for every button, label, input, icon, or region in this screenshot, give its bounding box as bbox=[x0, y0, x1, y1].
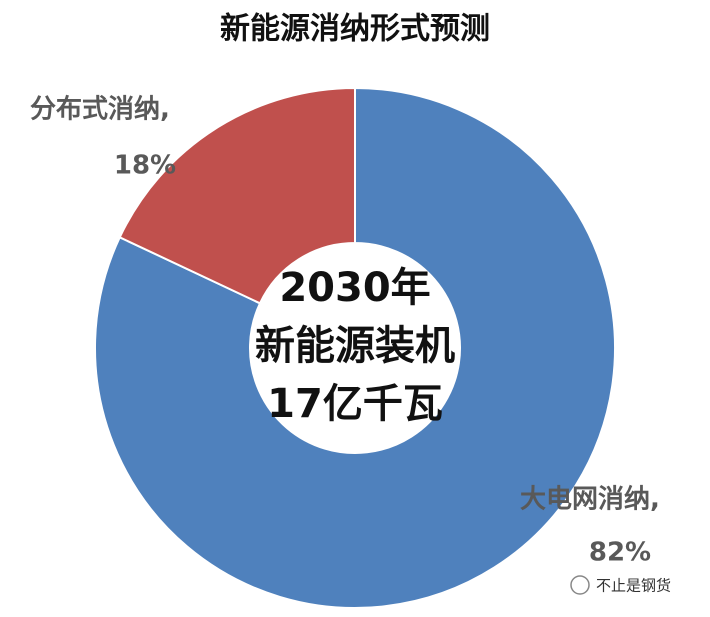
slice bbox=[118, 86, 356, 305]
watermark-text: 不止是钢货 bbox=[596, 577, 671, 595]
center-text: 新能源装机 bbox=[255, 323, 455, 369]
watermark: 不止是钢货 bbox=[570, 575, 671, 595]
chart-title: 新能源消纳形式预测 bbox=[220, 12, 490, 47]
slice bbox=[94, 86, 616, 609]
center-text: 17亿千瓦 bbox=[267, 381, 443, 427]
category-label: 大电网消纳, bbox=[520, 484, 660, 515]
value-label: 82% bbox=[589, 538, 651, 568]
watermark-icon bbox=[570, 575, 590, 595]
value-label: 18% bbox=[114, 151, 176, 181]
category-label: 分布式消纳, bbox=[30, 94, 170, 125]
center-text: 2030年 bbox=[279, 265, 430, 311]
